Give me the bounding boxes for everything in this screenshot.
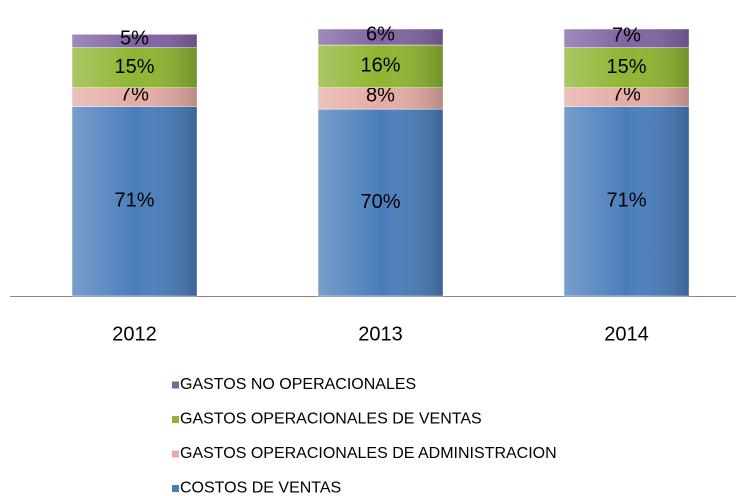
x-tick-label: 2012 bbox=[112, 323, 157, 345]
data-label: 16% bbox=[360, 55, 400, 77]
data-label: 7% bbox=[612, 83, 641, 105]
legend-label: GASTOS NO OPERACIONALES bbox=[180, 376, 416, 393]
data-label: 5% bbox=[120, 27, 149, 49]
data-label: 8% bbox=[366, 85, 395, 107]
data-label: 6% bbox=[366, 23, 395, 45]
bar-shade bbox=[72, 34, 197, 48]
bar-shade bbox=[318, 109, 443, 296]
bar-shade bbox=[72, 87, 197, 107]
bar-shade bbox=[318, 45, 443, 88]
data-label: 70% bbox=[360, 191, 400, 213]
bar-shade bbox=[564, 29, 689, 48]
data-label: 71% bbox=[606, 189, 646, 211]
bar-shade bbox=[564, 106, 689, 297]
legend-label: GASTOS OPERACIONALES DE ADMINISTRACION bbox=[180, 445, 557, 462]
bar-shade bbox=[564, 87, 689, 107]
legend-label: COSTOS DE VENTAS bbox=[180, 480, 341, 496]
legend-swatch bbox=[172, 416, 179, 423]
data-label: 7% bbox=[612, 25, 641, 47]
data-label: 15% bbox=[114, 56, 154, 78]
bar-shade bbox=[72, 47, 197, 88]
legend-label: GASTOS OPERACIONALES DE VENTAS bbox=[180, 411, 482, 428]
data-label: 71% bbox=[114, 189, 154, 211]
bar-shade bbox=[564, 47, 689, 88]
bar-shade bbox=[318, 87, 443, 110]
legend-swatch bbox=[172, 450, 179, 458]
data-label: 7% bbox=[120, 83, 149, 105]
legend-swatch bbox=[172, 485, 179, 492]
bar-shade bbox=[72, 106, 197, 297]
data-label: 15% bbox=[606, 56, 646, 78]
x-tick-label: 2013 bbox=[358, 323, 403, 345]
bar-shade bbox=[318, 29, 443, 46]
legend-swatch bbox=[172, 381, 179, 389]
x-tick-label: 2014 bbox=[604, 323, 649, 345]
